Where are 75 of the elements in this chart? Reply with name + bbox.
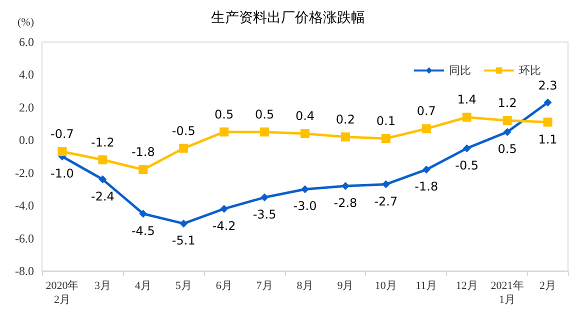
point [220,127,229,136]
point [422,166,430,174]
point [220,204,228,213]
x-tick-label: 8月 [296,280,314,292]
data-label: 1.1 [538,132,558,147]
point [139,210,148,218]
point [98,175,107,184]
data-label: -2.4 [90,189,114,204]
point [260,127,270,136]
point [58,147,67,156]
data-label: -1.2 [90,135,114,150]
x-tick-label: 7月 [256,280,273,292]
y-tick-label: -2.0 [15,166,34,180]
legend-label: 环比 [519,64,541,77]
data-label: -0.7 [50,127,74,142]
data-label: -1.8 [131,145,155,160]
y-tick-label: 6.0 [19,35,34,49]
point [381,134,390,144]
data-label: 0.7 [416,104,436,118]
y-tick-label: 2.0 [19,100,34,114]
data-label: -3.0 [293,199,317,214]
y-axis-title: (%) [18,16,34,28]
x-tick-label: 5月 [175,280,192,292]
data-label: 1.4 [457,92,476,107]
x-tick-label: 12月 [456,280,478,292]
data-label: 1.2 [498,96,517,110]
point [98,155,108,164]
point [180,220,188,228]
x-tick-label: 3月 [94,280,111,292]
data-label: 0.1 [376,114,396,128]
chart-title: 生产资料出厂价格涨跌幅 [211,10,365,26]
point [502,116,512,126]
point [462,112,472,122]
data-label: -1.0 [50,166,74,180]
data-label: -2.7 [374,194,398,208]
data-label: -4.5 [131,224,155,238]
x-tick-label: 4月 [134,280,152,292]
point [260,193,269,202]
point [179,144,188,153]
data-label: 0.5 [498,142,517,156]
data-label: -0.5 [172,124,196,138]
data-label: 2.3 [538,78,558,93]
point [340,132,350,142]
point [301,185,309,194]
point [422,124,431,134]
point [300,129,310,138]
data-label: 0.5 [214,107,234,122]
data-label: 0.4 [295,109,315,124]
x-tick-label: 9月 [337,280,354,292]
y-tick-label: 4.0 [19,68,34,82]
point [462,144,471,152]
data-label: -5.1 [172,234,196,248]
data-label: -4.2 [212,218,236,233]
data-label: -2.8 [334,196,358,210]
point [543,118,552,127]
x-tick-label: 2021年 1月 [490,280,524,306]
x-tick-label: 11月 [416,280,438,292]
point [544,98,552,107]
legend-label: 同比 [449,64,471,77]
y-tick-label: -8.0 [15,264,34,278]
data-label: -0.5 [455,158,479,172]
point [503,128,512,136]
y-tick-label: -6.0 [15,231,34,246]
x-tick-label: 2020年 2月 [46,280,79,306]
x-tick-label: 10月 [374,280,397,292]
y-tick-label: 0.0 [19,133,34,148]
point [382,180,390,188]
x-tick-label: 2月 [540,280,556,292]
y-tick-label: -4.0 [15,198,34,213]
point [138,165,148,174]
data-label: -3.5 [252,207,276,222]
data-label: 0.5 [254,107,274,122]
x-tick-label: 6月 [216,280,232,292]
data-label: 0.2 [336,112,356,126]
data-label: -1.8 [414,180,438,194]
